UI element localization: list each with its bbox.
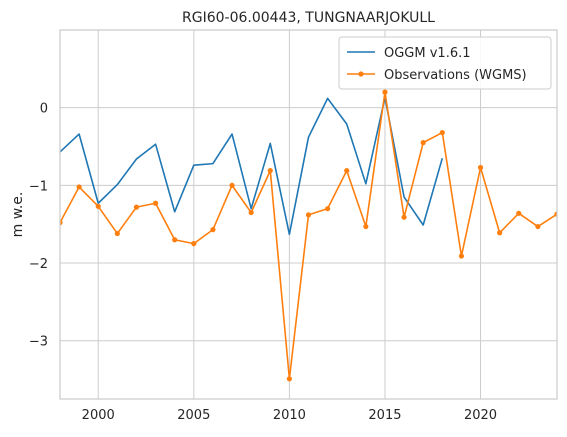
data-point <box>382 89 388 95</box>
plot-area <box>60 89 557 382</box>
y-tick-label: 0 <box>40 102 48 117</box>
x-tick-label: 2010 <box>273 408 306 423</box>
data-point <box>152 200 159 206</box>
data-point <box>420 140 426 146</box>
data-point <box>439 129 445 136</box>
data-point <box>95 203 101 209</box>
y-tick-label: −3 <box>29 335 48 350</box>
series-layer <box>60 89 557 382</box>
data-point <box>554 211 557 217</box>
legend-box <box>338 36 552 90</box>
tick-labels: 2000 2005 2010 2015 2020 0 −1 −2 −3 <box>29 102 497 423</box>
data-point <box>172 237 178 243</box>
chart-title: RGI60-06.00443, TUNGNAARJOKULL <box>182 10 435 26</box>
data-point <box>286 376 292 382</box>
data-point <box>229 182 235 188</box>
data-point <box>191 241 197 247</box>
series-line-0 <box>60 96 444 236</box>
data-point <box>210 227 216 233</box>
data-point <box>60 220 63 226</box>
x-tick-label: 2020 <box>464 408 497 423</box>
data-point <box>305 212 312 218</box>
plot-frame <box>59 29 558 400</box>
data-point <box>114 230 120 237</box>
x-tick-label: 2015 <box>368 408 401 423</box>
data-point <box>363 223 369 230</box>
data-point <box>325 206 331 212</box>
legend-label: OGGM v1.6.1 <box>384 46 471 61</box>
data-point <box>477 164 484 171</box>
legend: OGGM v1.6.1 Observations (WGMS) <box>338 36 552 90</box>
data-point <box>267 168 273 174</box>
data-point <box>76 184 82 190</box>
data-point <box>133 204 140 210</box>
data-point <box>458 253 465 259</box>
data-point <box>497 230 503 236</box>
data-point <box>248 209 254 216</box>
data-point <box>516 210 522 216</box>
x-tick-label: 2005 <box>177 408 210 423</box>
y-axis-label: m w.e. <box>10 192 26 238</box>
y-tick-label: −2 <box>29 257 48 272</box>
x-tick-label: 2000 <box>82 408 115 423</box>
data-point <box>401 214 407 220</box>
data-point <box>344 168 350 174</box>
legend-marker <box>358 71 364 77</box>
y-tick-label: −1 <box>29 179 48 194</box>
legend-label: Observations (WGMS) <box>384 68 527 83</box>
data-point <box>535 223 541 230</box>
